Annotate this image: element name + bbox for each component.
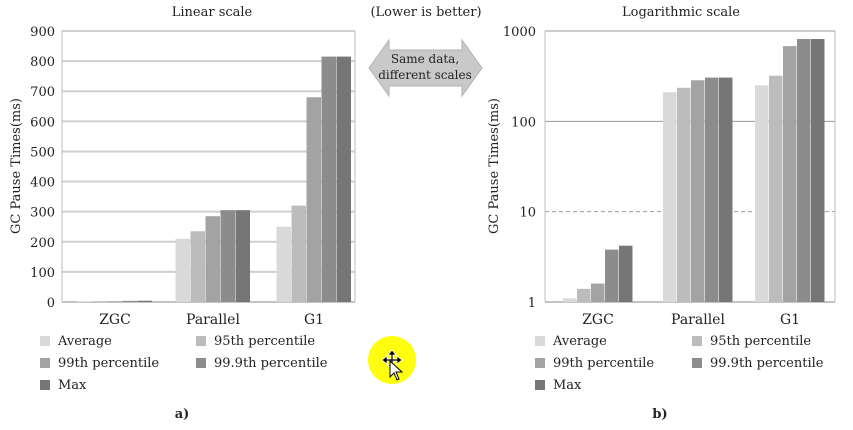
y-tick-label: 1: [528, 296, 536, 311]
bar-parallel-2: [677, 87, 691, 302]
y-tick-label: 800: [30, 55, 55, 70]
y-tick-label: 0: [47, 296, 55, 311]
y-tick-label: 400: [30, 176, 55, 191]
y-tick-labels: 1 10 100 1000: [503, 25, 536, 311]
category-label: ZGC: [99, 312, 131, 328]
bar-g1-4: [321, 56, 336, 302]
bars: [563, 39, 825, 303]
cursor-highlight: [368, 336, 416, 384]
y-axis-label: GC Pause Times(ms): [9, 98, 24, 234]
bar-parallel-5: [235, 210, 250, 302]
legend-label: Average: [552, 334, 607, 349]
legend: Average 95th percentile 99th percentile 99.…: [40, 334, 328, 393]
bar-zgc-2: [92, 301, 107, 302]
bar-g1-3: [306, 97, 321, 302]
bar-g1-3: [783, 46, 797, 302]
bar-g1-1: [276, 226, 291, 302]
subfigure-label: b): [652, 407, 667, 422]
legend-swatch: [40, 380, 50, 390]
chart-title: Linear scale: [172, 5, 253, 20]
bar-g1-5: [811, 39, 825, 303]
legend-label: 99th percentile: [553, 356, 654, 371]
bar-g1-2: [769, 75, 783, 303]
y-tick-label: 200: [30, 236, 55, 251]
legend-swatch: [692, 336, 702, 346]
legend-label: Average: [57, 334, 112, 349]
category-labels: ZGC Parallel G1: [582, 312, 800, 328]
y-tick-label: 500: [30, 145, 55, 160]
double-arrow-icon: [368, 38, 483, 98]
bar-g1-5: [336, 56, 351, 302]
legend-label: Max: [553, 378, 582, 393]
bar-parallel-3: [691, 80, 705, 302]
bar-zgc-3: [107, 301, 122, 302]
header-note: (Lower is better): [370, 5, 481, 20]
category-label: Parallel: [671, 312, 725, 328]
bar-parallel-3: [205, 216, 220, 302]
bar-parallel-4: [220, 210, 235, 302]
y-axis-label: GC Pause Times(ms): [487, 98, 502, 234]
bars: [77, 56, 351, 302]
bar-parallel-5: [719, 77, 733, 302]
bar-zgc-2: [577, 288, 591, 302]
bar-zgc-1: [77, 301, 92, 302]
legend: Average 95th percentile 99th percentile 99.…: [535, 334, 824, 393]
y-tick-label: 600: [30, 115, 55, 130]
category-label: G1: [780, 312, 800, 328]
legend-label: 95th percentile: [710, 334, 811, 349]
log-chart: Logarithmic scale GC Pause Times(ms) 1 10…: [487, 5, 836, 422]
legend-swatch: [535, 336, 545, 346]
y-tick-label: 100: [511, 115, 536, 130]
y-tick-labels: 0 100 200 300 400 500 600 700 800 900: [30, 25, 55, 311]
bar-zgc-1: [563, 298, 577, 302]
category-label: ZGC: [582, 312, 614, 328]
legend-swatch: [692, 358, 702, 368]
bar-g1-4: [797, 39, 811, 303]
bar-zgc-5: [137, 300, 152, 302]
chart-title: Logarithmic scale: [622, 5, 740, 20]
legend-label: 99.9th percentile: [214, 356, 328, 371]
double-arrow-banner: Same data, different scales: [368, 38, 483, 98]
y-tick-label: 100: [30, 266, 55, 281]
legend-label: 99th percentile: [58, 356, 159, 371]
bar-g1-1: [755, 85, 769, 303]
legend-swatch: [40, 358, 50, 368]
bar-parallel-1: [175, 238, 190, 302]
subfigure-label: a): [175, 407, 190, 422]
category-labels: ZGC Parallel G1: [99, 312, 324, 328]
banner-line-2: different scales: [378, 68, 471, 82]
bar-parallel-4: [705, 77, 719, 302]
bar-zgc-3: [591, 283, 605, 302]
legend-swatch: [535, 380, 545, 390]
legend-swatch: [40, 336, 50, 346]
bar-zgc-4: [605, 249, 619, 302]
bar-zgc-5: [619, 245, 633, 302]
legend-swatch: [535, 358, 545, 368]
y-tick-label: 1000: [503, 25, 536, 40]
legend-label: Max: [58, 378, 87, 393]
bar-g1-2: [291, 205, 306, 302]
category-label: Parallel: [186, 312, 240, 328]
bar-parallel-1: [663, 92, 677, 302]
legend-label: 99.9th percentile: [710, 356, 824, 371]
y-tick-label: 900: [30, 25, 55, 40]
y-tick-label: 10: [519, 206, 536, 221]
category-label: G1: [304, 312, 324, 328]
legend-swatch: [196, 358, 206, 368]
legend-swatch: [196, 336, 206, 346]
banner-line-1: Same data,: [391, 52, 459, 66]
y-tick-label: 700: [30, 85, 55, 100]
bar-parallel-2: [190, 231, 205, 302]
legend-label: 95th percentile: [214, 334, 315, 349]
bar-zgc-4: [122, 300, 137, 302]
y-tick-label: 300: [30, 206, 55, 221]
arrow-cursor-icon: [389, 359, 404, 381]
linear-chart: Linear scale GC Pause Times(ms) 0 100 200 3…: [9, 5, 356, 422]
